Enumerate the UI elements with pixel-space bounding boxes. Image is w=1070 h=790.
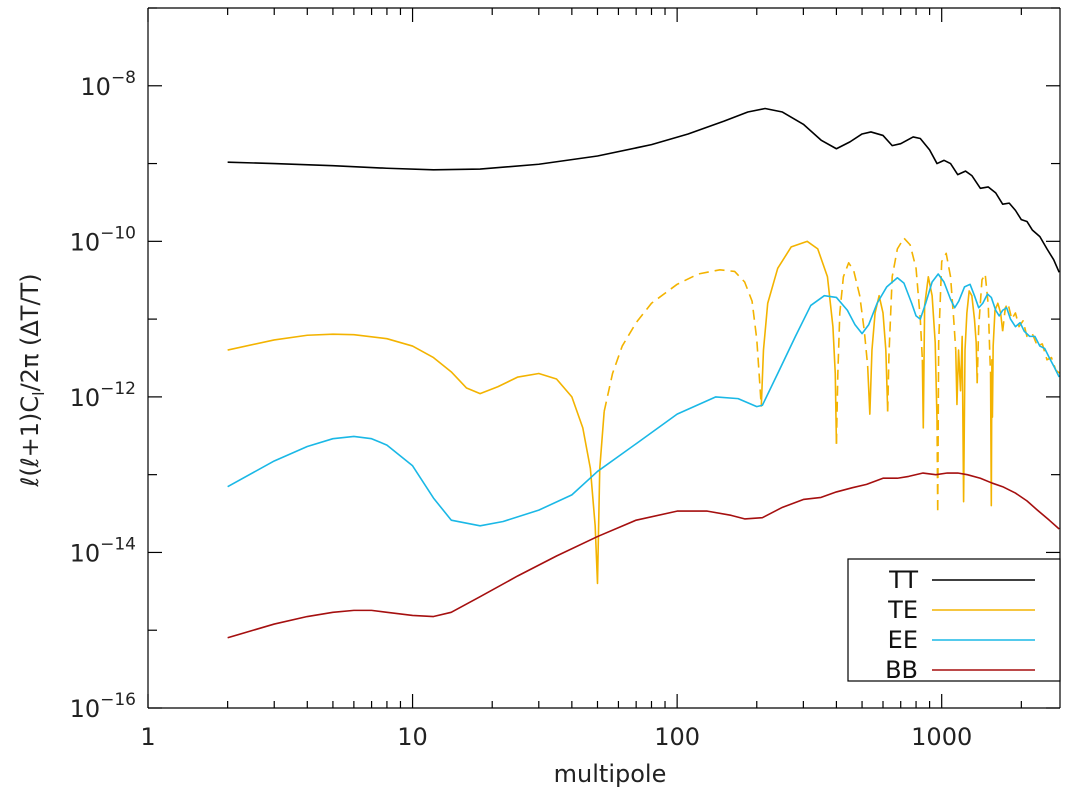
y-tick-label-base: 10 [70, 539, 101, 567]
y-tick-label: 10−8 [80, 68, 136, 101]
y-tick-label-exponent: −12 [100, 379, 136, 399]
legend-label-bb: BB [885, 656, 918, 684]
series-te-negative-line-2 [603, 269, 763, 412]
legend-label-ee: EE [888, 626, 918, 654]
y-tick-label-exponent: −8 [111, 68, 136, 88]
series-te-negative-line-4 [835, 261, 869, 444]
x-axis-title: multipole [554, 760, 667, 788]
x-tick-label: 100 [654, 723, 700, 751]
y-tick-label-base: 10 [70, 228, 101, 256]
y-tick-label-base: 10 [80, 73, 111, 101]
legend-box [847, 558, 1061, 682]
legend-label-te: TE [887, 596, 918, 624]
y-axis-title-rest: /2π (ΔT/T) [16, 273, 44, 391]
y-tick-label-base: 10 [70, 695, 101, 723]
series-te-positive-line-7 [921, 275, 938, 429]
y-tick-label-base: 10 [70, 384, 101, 412]
series-bb-line-14 [227, 472, 1060, 639]
y-axis-title: ℓ(ℓ+1)Cl/2π (ΔT/T) [16, 273, 48, 487]
x-tick-label: 10 [397, 723, 428, 751]
series-te-line-1 [227, 333, 605, 585]
legend-label-tt: TT [888, 566, 918, 594]
y-tick-label-exponent: −10 [100, 223, 136, 243]
series-te-negative-line-10 [976, 273, 992, 384]
series-te-negative-line-8 [936, 252, 957, 514]
y-axis-title-sub: l [29, 391, 48, 395]
y-tick-label: 10−16 [70, 690, 136, 723]
y-tick-label-exponent: −14 [100, 534, 136, 554]
y-tick-label-exponent: −16 [100, 690, 136, 710]
series-te-positive-line-9 [954, 290, 978, 503]
series-te-positive-line-11 [989, 302, 1004, 507]
x-tick-label: 1 [140, 723, 155, 751]
x-tick-label: 1000 [911, 723, 972, 751]
series-te-positive-line-3 [760, 240, 838, 444]
y-tick-label: 10−14 [70, 534, 136, 567]
series-tt-line-0 [227, 107, 1060, 273]
y-tick-label: 10−12 [70, 379, 136, 412]
series-ee-line-13 [227, 273, 1060, 527]
y-tick-label: 10−10 [70, 223, 136, 256]
y-axis-title-main: ℓ(ℓ+1)C [16, 396, 44, 488]
series-layer [227, 107, 1061, 639]
series-te-negative-line-6 [886, 237, 924, 412]
